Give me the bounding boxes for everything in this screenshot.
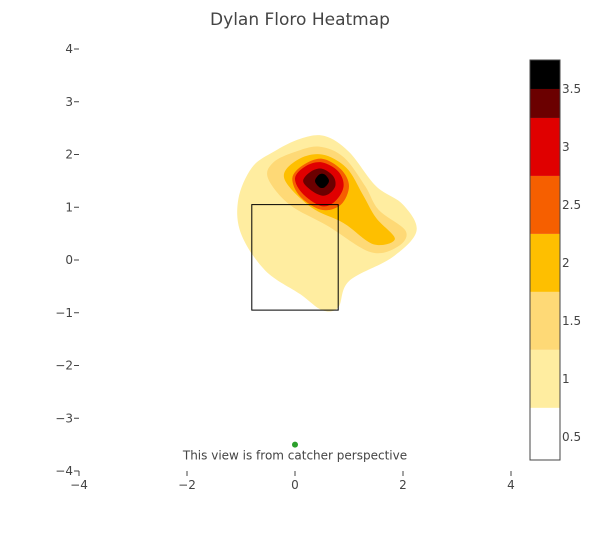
colorbar-band <box>530 175 560 234</box>
y-tick-label: −2 <box>55 359 73 373</box>
y-tick-label: 2 <box>65 148 73 162</box>
y-tick-label: 4 <box>65 42 73 56</box>
y-tick-label: −4 <box>55 464 73 478</box>
y-tick-label: 0 <box>65 253 73 267</box>
contour-level-7 <box>315 173 329 189</box>
colorbar-tick-label: 1.5 <box>562 314 581 328</box>
x-tick-label: 4 <box>507 478 515 492</box>
x-tick-label: −4 <box>70 478 88 492</box>
y-tick-label: −3 <box>55 411 73 425</box>
colorbar-tick-label: 2.5 <box>562 198 581 212</box>
colorbar-band <box>530 117 560 176</box>
colorbar-tick-label: 3 <box>562 140 570 154</box>
colorbar-band <box>530 349 560 408</box>
chart-title: Dylan Floro Heatmap <box>210 10 390 30</box>
colorbar-band <box>530 60 560 89</box>
perspective-note: This view is from catcher perspective <box>182 449 407 463</box>
y-tick-label: 1 <box>65 200 73 214</box>
colorbar-tick-label: 0.5 <box>562 430 581 444</box>
colorbar-band <box>530 88 560 118</box>
colorbar-band <box>530 407 560 460</box>
y-tick-label: −1 <box>55 306 73 320</box>
x-tick-label: 0 <box>291 478 299 492</box>
colorbar: 0.5 1 1.5 2 2.5 3 3.5 <box>529 59 581 461</box>
density-contours <box>237 135 417 312</box>
catcher-marker <box>292 441 298 448</box>
x-tick-label: 2 <box>399 478 407 492</box>
y-axis: −4 −3 −2 −1 0 1 2 3 4 <box>55 42 79 478</box>
colorbar-band <box>530 233 560 292</box>
colorbar-tick-label: 3.5 <box>562 82 581 96</box>
colorbar-tick-label: 1 <box>562 372 570 386</box>
colorbar-outline <box>529 59 561 461</box>
x-tick-label: −2 <box>178 478 196 492</box>
colorbar-tick-label: 2 <box>562 256 570 270</box>
y-tick-label: 3 <box>65 95 73 109</box>
colorbar-band <box>530 291 560 350</box>
strike-zone <box>251 204 339 311</box>
x-axis: −4 −2 0 2 4 <box>70 471 515 492</box>
